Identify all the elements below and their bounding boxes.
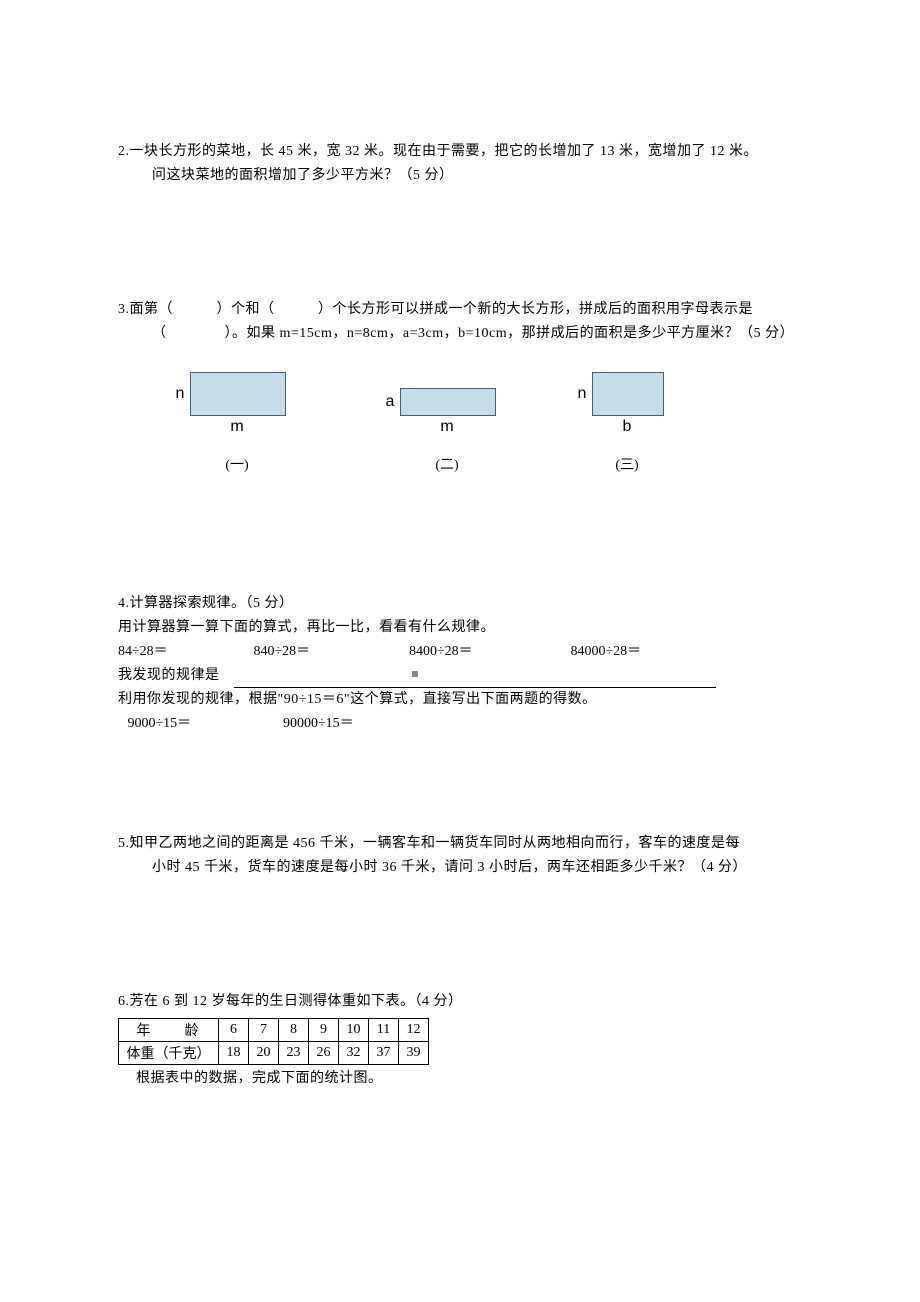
q4-eq-4: 84000÷28＝ bbox=[571, 640, 642, 664]
q4-eq-2: 840÷28＝ bbox=[254, 640, 406, 664]
q2-line2: 问这块菜地的面积增加了多少平方米？（5 分） bbox=[118, 164, 802, 188]
q3-bottom-label-2: m bbox=[422, 418, 453, 436]
q3-rectwrap-2: a bbox=[380, 388, 497, 416]
q3-rect-2 bbox=[400, 388, 496, 416]
q6-w-0: 18 bbox=[219, 1042, 249, 1065]
q6-age-4: 10 bbox=[339, 1019, 369, 1042]
table-row: 体重（千克） 18 20 23 26 32 37 39 bbox=[119, 1042, 429, 1065]
q6-age-6: 12 bbox=[399, 1019, 429, 1042]
q4-rule-blank bbox=[234, 670, 716, 688]
q6-table: 年 龄 6 7 8 9 10 11 12 体重（千克） 18 20 23 26 … bbox=[118, 1018, 429, 1065]
q4-line4: 利用你发现的规律，根据"90÷15＝6"这个算式，直接写出下面两题的得数。 bbox=[118, 688, 802, 712]
q6-w-4: 32 bbox=[339, 1042, 369, 1065]
q3-num-3: (三) bbox=[597, 454, 638, 474]
spacer bbox=[118, 202, 802, 298]
q3-bottom-label-1: m bbox=[212, 418, 243, 436]
q4-line1: 4.计算器探索规律。（5 分） bbox=[118, 592, 802, 616]
q5-line2: 小时 45 千米，货车的速度是每小时 36 千米，请问 3 小时后，两车还相距多… bbox=[118, 856, 802, 880]
q4-eq-1: 84÷28＝ bbox=[118, 640, 250, 664]
q3-side-label-1: n bbox=[176, 385, 185, 403]
q3-rect-1 bbox=[190, 372, 286, 416]
q4-eq2-2: 90000÷15＝ bbox=[283, 712, 354, 736]
q4-line2: 用计算器算一算下面的算式，再比一比，看看有什么规律。 bbox=[118, 616, 802, 640]
q3-side-label-2: a bbox=[386, 393, 395, 411]
spacer bbox=[118, 894, 802, 990]
q6-age-2: 8 bbox=[279, 1019, 309, 1042]
spacer bbox=[118, 534, 802, 592]
q3-rect-3 bbox=[592, 372, 664, 416]
page: 2.一块长方形的菜地，长 45 米，宽 32 米。现在由于需要，把它的长增加了 … bbox=[0, 0, 920, 1165]
q6-line1: 6.芳在 6 到 12 岁每年的生日测得体重如下表。（4 分） bbox=[118, 990, 802, 1014]
q2-line1: 2.一块长方形的菜地，长 45 米，宽 32 米。现在由于需要，把它的长增加了 … bbox=[118, 140, 802, 164]
q4-eqs: 84÷28＝ 840÷28＝ 8400÷28＝ 84000÷28＝ bbox=[118, 640, 802, 664]
q4-eq-3: 8400÷28＝ bbox=[409, 640, 567, 664]
q4-rule-prefix: 我发现的规律是 bbox=[118, 668, 220, 683]
watermark-square bbox=[412, 671, 418, 677]
q3-rectwrap-1: n bbox=[170, 372, 287, 416]
q6-age-0: 6 bbox=[219, 1019, 249, 1042]
question-6: 6.芳在 6 到 12 岁每年的生日测得体重如下表。（4 分） 年 龄 6 7 … bbox=[118, 990, 802, 1091]
q3-diagrams: n m (一) a m (二) n b bbox=[118, 372, 802, 474]
q3-rectwrap-3: n bbox=[572, 372, 665, 416]
q6-th-weight: 体重（千克） bbox=[119, 1042, 219, 1065]
q3-line1: 3.面第（ ）个和（ ）个长方形可以拼成一个新的大长方形，拼成后的面积用字母表示… bbox=[118, 298, 802, 322]
q3-num-1: (一) bbox=[207, 454, 248, 474]
question-3: 3.面第（ ）个和（ ）个长方形可以拼成一个新的大长方形，拼成后的面积用字母表示… bbox=[118, 298, 802, 474]
q4-eqs2: 9000÷15＝ 90000÷15＝ bbox=[118, 712, 802, 736]
q3-diagram-2: a m (二) bbox=[338, 372, 538, 474]
q3-num-2: (二) bbox=[417, 454, 458, 474]
q6-w-3: 26 bbox=[309, 1042, 339, 1065]
q6-line2: 根据表中的数据，完成下面的统计图。 bbox=[118, 1067, 802, 1091]
q3-diagram-1: n m (一) bbox=[118, 372, 338, 474]
q6-age-5: 11 bbox=[369, 1019, 399, 1042]
q6-w-2: 23 bbox=[279, 1042, 309, 1065]
q6-w-6: 39 bbox=[399, 1042, 429, 1065]
q4-rule: 我发现的规律是 bbox=[118, 664, 802, 688]
q4-eq2-1: 9000÷15＝ bbox=[128, 712, 280, 736]
q5-line1: 5.知甲乙两地之间的距离是 456 千米，一辆客车和一辆货车同时从两地相向而行，… bbox=[118, 832, 802, 856]
q6-age-3: 9 bbox=[309, 1019, 339, 1042]
q3-side-label-3: n bbox=[578, 385, 587, 403]
q3-line2: （ ）。如果 m=15cm，n=8cm，a=3cm，b=10cm，那拼成后的面积… bbox=[118, 322, 802, 346]
table-row: 年 龄 6 7 8 9 10 11 12 bbox=[119, 1019, 429, 1042]
q3-diagram-3: n b (三) bbox=[538, 372, 698, 474]
spacer bbox=[118, 750, 802, 832]
q6-w-5: 37 bbox=[369, 1042, 399, 1065]
question-4: 4.计算器探索规律。（5 分） 用计算器算一算下面的算式，再比一比，看看有什么规… bbox=[118, 592, 802, 736]
question-5: 5.知甲乙两地之间的距离是 456 千米，一辆客车和一辆货车同时从两地相向而行，… bbox=[118, 832, 802, 880]
question-2: 2.一块长方形的菜地，长 45 米，宽 32 米。现在由于需要，把它的长增加了 … bbox=[118, 140, 802, 188]
q6-th-age: 年 龄 bbox=[119, 1019, 219, 1042]
q6-w-1: 20 bbox=[249, 1042, 279, 1065]
q6-age-1: 7 bbox=[249, 1019, 279, 1042]
q3-bottom-label-3: b bbox=[605, 418, 632, 436]
